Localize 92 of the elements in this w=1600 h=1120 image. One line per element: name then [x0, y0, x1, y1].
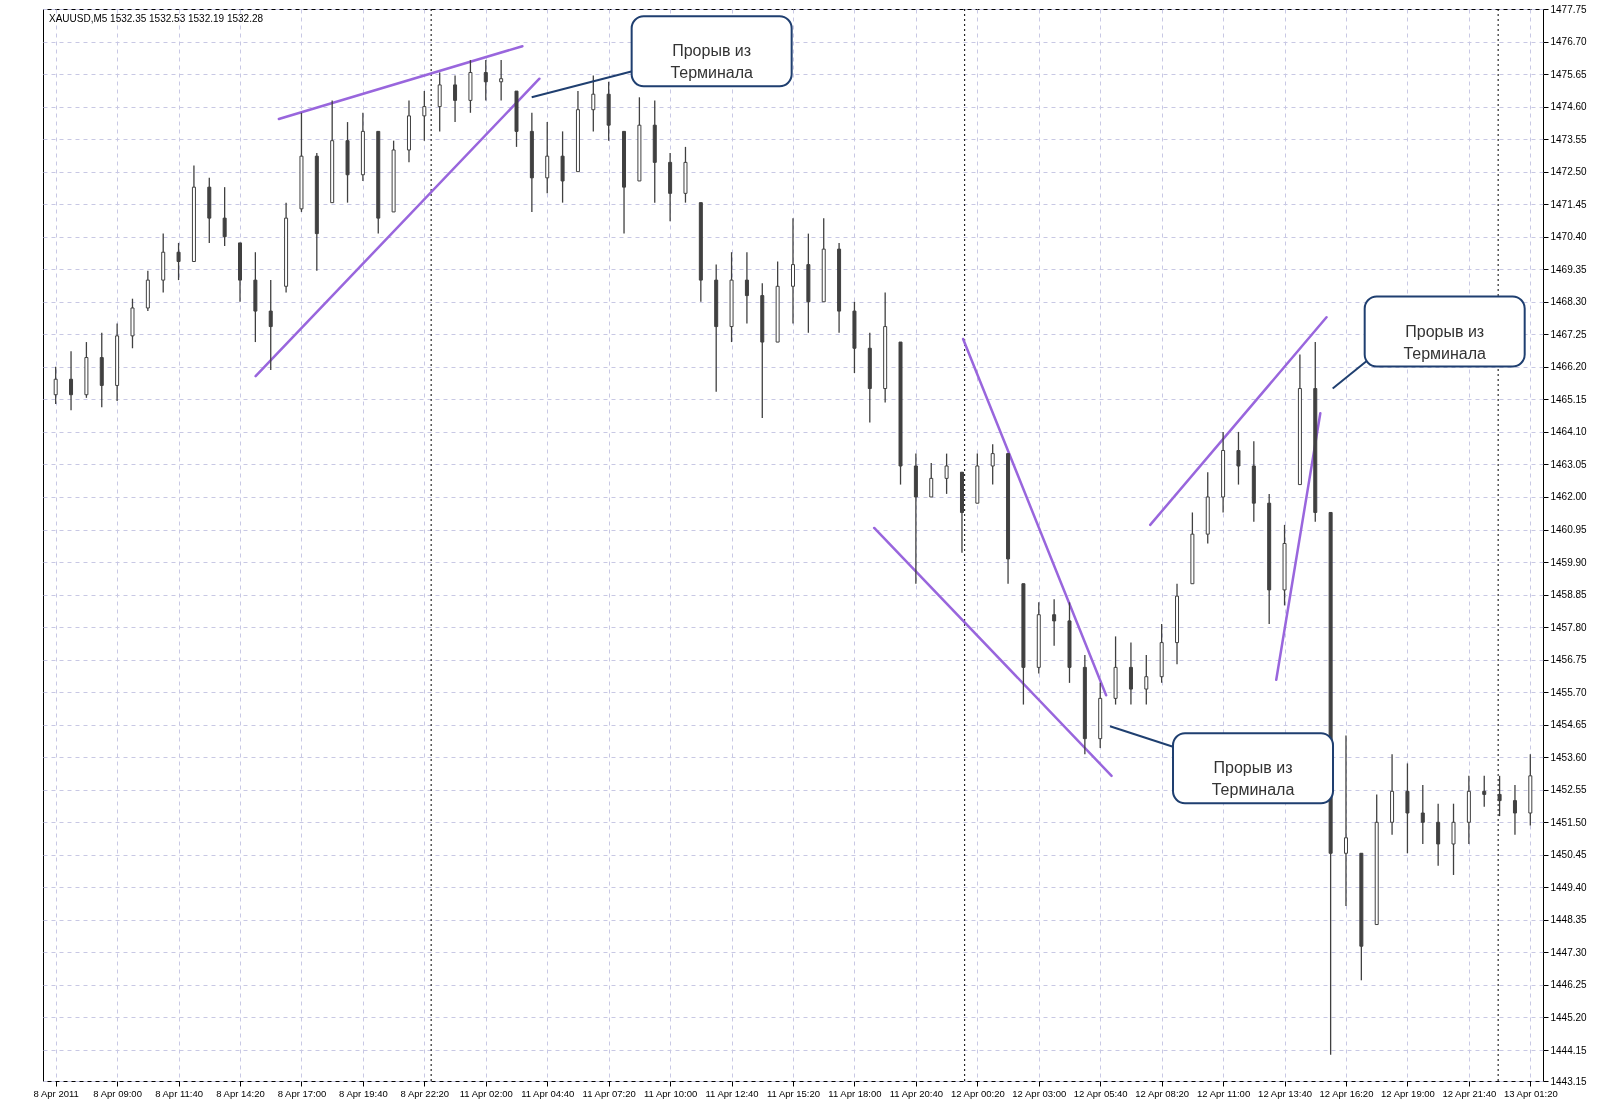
y-tick-label: 1456.75: [1550, 654, 1588, 666]
y-tick-label: 1444.15: [1550, 1044, 1588, 1056]
candlestick: [1236, 431, 1241, 486]
candlestick: [1052, 598, 1057, 647]
y-tick-label: 1457.80: [1550, 621, 1588, 633]
annotation: Прорыв из Терминала: [670, 42, 754, 82]
x-tick-label: 12 Apr 19:00: [1380, 1087, 1435, 1099]
candlestick: [791, 217, 795, 325]
x-tick-label: 8 Apr 14:20: [216, 1087, 265, 1099]
candlestick: [437, 71, 442, 133]
candlestick: [1420, 784, 1425, 845]
y-tick-label: 1474.60: [1550, 101, 1588, 113]
y-tick-label: 1460.95: [1550, 524, 1588, 536]
candlestick: [453, 74, 458, 123]
y-tick-label: 1472.50: [1550, 166, 1588, 178]
y-tick-label: 1443.15: [1550, 1075, 1588, 1087]
y-tick-label: 1465.15: [1550, 393, 1588, 405]
x-tick-label: 11 Apr 07:20: [582, 1087, 636, 1099]
candlestick: [744, 251, 749, 325]
candlestick: [422, 90, 427, 142]
x-tick-label: 12 Apr 13:40: [1258, 1087, 1312, 1099]
y-tick-label: 1445.20: [1550, 1011, 1588, 1023]
x-tick-label: 8 Apr 19:40: [339, 1087, 388, 1099]
y-tick-label: 1462.00: [1550, 491, 1588, 503]
candlestick: [1497, 775, 1502, 817]
candlestick: [929, 462, 934, 498]
x-tick-label: 12 Apr 11:00: [1197, 1087, 1251, 1099]
candlestick: [1343, 734, 1348, 907]
x-tick-label: 12 Apr 08:20: [1135, 1087, 1190, 1099]
y-tick-label: 1451.50: [1550, 816, 1588, 828]
candlestick: [268, 279, 273, 371]
candlestick: [1451, 803, 1456, 876]
x-tick-label: 11 Apr 04:40: [521, 1087, 575, 1099]
y-tick-label: 1464.10: [1550, 426, 1588, 438]
x-tick-label: 8 Apr 09:00: [93, 1087, 142, 1099]
candlestick: [545, 121, 550, 194]
x-tick-label: 12 Apr 05:40: [1073, 1087, 1128, 1099]
y-tick-label: 1475.65: [1550, 68, 1588, 80]
annotation: Прорыв из Терминала: [1403, 322, 1487, 362]
candlestick: [1128, 641, 1133, 706]
x-tick-label: 11 Apr 12:40: [705, 1087, 759, 1099]
x-tick-label: 11 Apr 02:00: [459, 1087, 513, 1099]
x-tick-label: 12 Apr 21:40: [1442, 1087, 1497, 1099]
y-tick-label: 1463.05: [1550, 458, 1588, 470]
x-tick-label: 11 Apr 18:00: [828, 1087, 882, 1099]
candlestick: [53, 366, 58, 405]
y-tick-label: 1447.30: [1550, 946, 1588, 958]
candlestick: [499, 59, 504, 102]
candlestick: [1512, 784, 1517, 836]
candlestick: [1436, 803, 1441, 867]
x-tick-label: 12 Apr 03:00: [1012, 1087, 1067, 1099]
candlestick: [591, 74, 596, 133]
candlestick: [944, 452, 949, 495]
x-tick-label: 8 Apr 22:20: [400, 1087, 450, 1099]
x-tick-label: 8 Apr 11:40: [155, 1087, 204, 1099]
y-tick-label: 1477.75: [1550, 3, 1588, 15]
y-tick-label: 1450.45: [1550, 849, 1588, 861]
candlestick: [1144, 654, 1149, 706]
y-tick-label: 1455.70: [1550, 686, 1588, 698]
y-tick-label: 1448.35: [1550, 914, 1588, 926]
y-tick-label: 1452.55: [1550, 784, 1588, 796]
y-tick-label: 1458.85: [1550, 589, 1588, 601]
candlestick: [483, 59, 488, 102]
chart-title: XAUUSD,M5 1532.35 1532.53 1532.19 1532.28: [49, 13, 264, 24]
candlestick: [176, 242, 181, 281]
y-tick-label: 1453.60: [1550, 751, 1588, 763]
annotation: Прорыв из Терминала: [1211, 759, 1295, 799]
y-tick-label: 1476.70: [1550, 36, 1588, 48]
y-tick-label: 1466.20: [1550, 361, 1588, 373]
x-tick-label: 12 Apr 00:20: [950, 1087, 1005, 1099]
x-tick-label: 11 Apr 15:20: [766, 1087, 821, 1099]
y-tick-label: 1459.90: [1550, 556, 1588, 568]
y-tick-label: 1454.65: [1550, 719, 1588, 731]
x-tick-label: 11 Apr 10:00: [644, 1087, 698, 1099]
x-tick-label: 12 Apr 16:20: [1319, 1087, 1374, 1099]
y-tick-label: 1468.30: [1550, 296, 1588, 308]
x-tick-label: 8 Apr 17:00: [277, 1087, 327, 1099]
y-tick-label: 1469.35: [1550, 263, 1588, 275]
y-tick-label: 1471.45: [1550, 198, 1588, 210]
y-tick-label: 1446.25: [1550, 979, 1588, 991]
candlestick: [222, 186, 227, 247]
x-tick-label: 8 Apr 2011: [33, 1087, 79, 1099]
candlestick: [69, 350, 74, 411]
candlestick: [1482, 775, 1487, 808]
y-tick-label: 1473.55: [1550, 133, 1588, 145]
x-tick-label: 11 Apr 20:40: [889, 1087, 943, 1099]
y-tick-label: 1449.40: [1550, 881, 1588, 893]
y-tick-label: 1470.40: [1550, 231, 1588, 243]
candlestick: [1405, 762, 1410, 854]
candlestick: [990, 443, 995, 486]
y-tick-label: 1467.25: [1550, 328, 1588, 340]
x-tick-label: 13 Apr 01:20: [1503, 1087, 1558, 1099]
